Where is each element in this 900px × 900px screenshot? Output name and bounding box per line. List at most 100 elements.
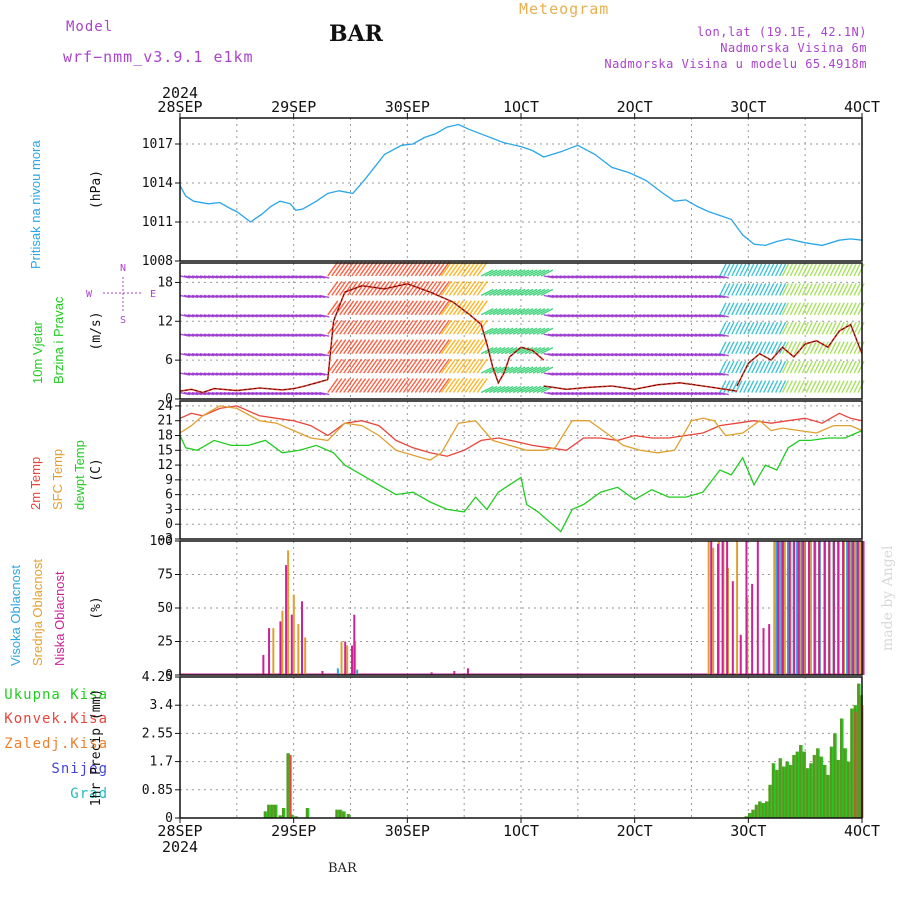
wind-barb	[719, 302, 727, 316]
wind-barb	[516, 308, 530, 316]
wind-barb	[619, 391, 630, 396]
wind-barb	[456, 300, 468, 316]
wind-barb	[311, 352, 322, 357]
wind-barb	[825, 283, 833, 296]
wind-barb	[311, 314, 322, 318]
wind-barb	[563, 391, 574, 396]
low-cloud-bar	[832, 541, 835, 675]
wind-barb	[658, 391, 670, 396]
wind-barb	[520, 308, 534, 316]
wind-barb	[536, 366, 550, 374]
wind-barb	[678, 333, 690, 337]
wind-barb	[235, 333, 246, 337]
low-cloud-bar	[762, 628, 765, 675]
wind-barb	[255, 391, 266, 396]
low-cloud-bar	[842, 541, 845, 675]
wind-barb	[291, 314, 302, 318]
wind-barb	[563, 333, 574, 337]
y-tick-label: 1017	[142, 137, 173, 152]
wind-barb	[366, 378, 379, 393]
wind-barb	[837, 341, 845, 354]
wind-barb	[183, 275, 195, 279]
wind-barb	[355, 358, 367, 374]
wind-barb	[595, 294, 606, 299]
wind-barb	[825, 302, 833, 316]
mid-cloud-bar	[736, 541, 739, 675]
wind-barb	[363, 339, 375, 355]
wind-barb	[359, 339, 371, 355]
wind-barb	[263, 275, 274, 279]
wind-barb	[335, 339, 347, 355]
wind-barb	[690, 391, 702, 396]
wind-barb	[555, 391, 566, 396]
wind-barb	[227, 391, 238, 396]
wind-barb	[279, 372, 290, 376]
wind-barb	[583, 275, 594, 279]
wind-barb	[243, 275, 254, 279]
wind-barb	[331, 378, 343, 393]
low-cloud-bar	[262, 654, 265, 675]
wind-barb	[813, 321, 821, 335]
wind-barb	[813, 380, 821, 393]
wind-barb	[781, 302, 790, 316]
wind-barb	[619, 372, 630, 376]
wind-barb	[635, 314, 646, 318]
wind-barb	[813, 360, 821, 374]
wind-barb	[567, 275, 578, 279]
wind-barb	[706, 333, 717, 337]
wind-barb	[747, 380, 755, 393]
wind-barb	[651, 294, 662, 299]
wind-barb	[504, 327, 518, 335]
wind-barb	[778, 360, 787, 374]
wind-barb	[259, 352, 270, 357]
wind-barb	[755, 360, 763, 374]
wind-barb	[243, 333, 254, 337]
precip-overlay-bar	[305, 808, 309, 818]
wind-barb	[183, 372, 195, 376]
low-cloud-bar	[828, 541, 831, 675]
wind-barb	[231, 372, 242, 376]
wind-barb	[378, 319, 391, 335]
wind-barb	[414, 339, 426, 355]
wind-barb	[440, 358, 453, 374]
mid-cloud-bar	[712, 547, 715, 675]
wind-barb	[755, 321, 763, 335]
wind-barb	[207, 352, 218, 357]
low-cloud-bar	[301, 601, 304, 675]
wind-barb	[805, 380, 813, 393]
wind-barb	[207, 391, 218, 396]
wind-barb	[299, 275, 310, 279]
wind-barb	[559, 333, 570, 337]
wind-barb	[464, 339, 476, 355]
wind-barb	[271, 314, 282, 318]
wind-barb	[829, 321, 837, 335]
wind-barb	[402, 261, 414, 277]
wind-barb	[219, 352, 230, 357]
x-tick-label-bottom: 4OCT	[844, 822, 880, 840]
wind-barb	[307, 333, 318, 337]
wind-barb	[355, 300, 367, 316]
wind-barb	[631, 314, 642, 318]
wind-barb	[559, 372, 570, 376]
wind-barb	[595, 372, 606, 376]
wind-barb	[714, 275, 725, 279]
wind-barb	[520, 327, 534, 335]
wind-barb	[303, 391, 314, 396]
wind-barb	[191, 372, 203, 376]
wind-barb	[723, 302, 731, 316]
wind-barb	[643, 314, 654, 318]
wind-barb	[627, 294, 638, 299]
wind-barb	[243, 352, 254, 357]
y-tick-label: 15	[157, 443, 173, 458]
precip-overlay-bar	[294, 816, 297, 818]
low-cloud-bar	[726, 541, 729, 675]
model-name: wrf−nmm_v3.9.1 e1km	[63, 48, 254, 66]
wind-barb	[496, 385, 510, 394]
wind-barb	[809, 283, 817, 296]
wind-barb	[801, 263, 809, 277]
wind-barb	[410, 378, 422, 393]
wind-barb	[223, 333, 234, 337]
mid-cloud-bar	[340, 641, 343, 675]
wind-barb	[307, 352, 318, 357]
wind-barb	[801, 360, 809, 374]
